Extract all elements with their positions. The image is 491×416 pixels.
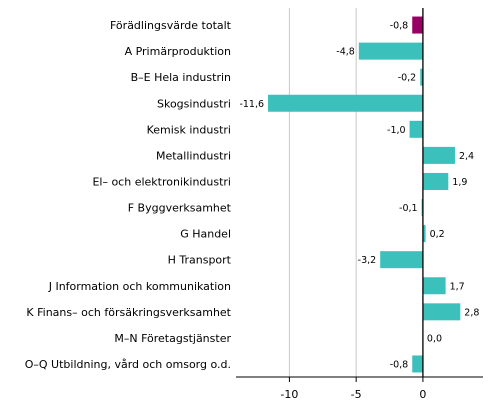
bar <box>422 172 449 190</box>
data-label: 0,2 <box>430 229 445 240</box>
data-label: 2,8 <box>464 307 479 318</box>
category-label: K Finans– och försäkringsverksamhet <box>26 306 231 319</box>
bar <box>420 68 423 86</box>
category-label: M–N Företagstjänster <box>114 332 231 345</box>
category-label: J Information och kommunikation <box>48 280 231 293</box>
axes <box>236 8 483 382</box>
category-label: O–Q Utbildning, vård och omsorg o.d. <box>25 358 231 371</box>
data-label: 0,0 <box>427 333 442 344</box>
category-label: El– och elektronikindustri <box>92 175 231 188</box>
data-label: 1,9 <box>452 177 467 188</box>
bar <box>422 146 455 164</box>
category-label: G Handel <box>180 228 231 241</box>
bar <box>422 303 461 321</box>
data-label: -0,8 <box>390 359 409 370</box>
category-label: Kemisk industri <box>147 123 231 136</box>
category-label: F Byggverksamhet <box>128 202 232 215</box>
data-label: -0,2 <box>398 73 417 84</box>
x-tick-label: -5 <box>351 388 362 401</box>
data-label: -0,8 <box>390 21 409 32</box>
data-label: -1,0 <box>387 125 406 136</box>
bar <box>268 94 423 112</box>
bar <box>358 42 423 60</box>
category-label: H Transport <box>168 254 232 267</box>
category-label: B–E Hela industrin <box>131 71 231 84</box>
category-label: Förädlingsvärde totalt <box>110 19 232 32</box>
bar <box>412 355 423 373</box>
grid-lines <box>288 8 357 377</box>
data-label: -3,2 <box>358 255 377 266</box>
bar <box>422 277 446 295</box>
category-label: Skogsindustri <box>157 97 231 110</box>
bar <box>421 199 423 217</box>
labels: Förädlingsvärde totalt -0,8 A Primärproduk… <box>25 19 480 401</box>
bar <box>422 225 426 243</box>
data-label: -11,6 <box>239 99 264 110</box>
category-label: A Primärproduktion <box>125 45 231 58</box>
bar <box>380 251 423 269</box>
bar <box>409 120 423 138</box>
data-label: 2,4 <box>459 151 474 162</box>
data-label: 1,7 <box>450 281 465 292</box>
data-label: -4,8 <box>336 47 355 58</box>
x-tick-label: -10 <box>280 388 298 401</box>
category-label: Metallindustri <box>156 149 231 162</box>
x-tick-label: 0 <box>419 388 426 401</box>
bar <box>412 16 423 34</box>
data-label: -0,1 <box>399 203 418 214</box>
bars <box>268 16 461 373</box>
